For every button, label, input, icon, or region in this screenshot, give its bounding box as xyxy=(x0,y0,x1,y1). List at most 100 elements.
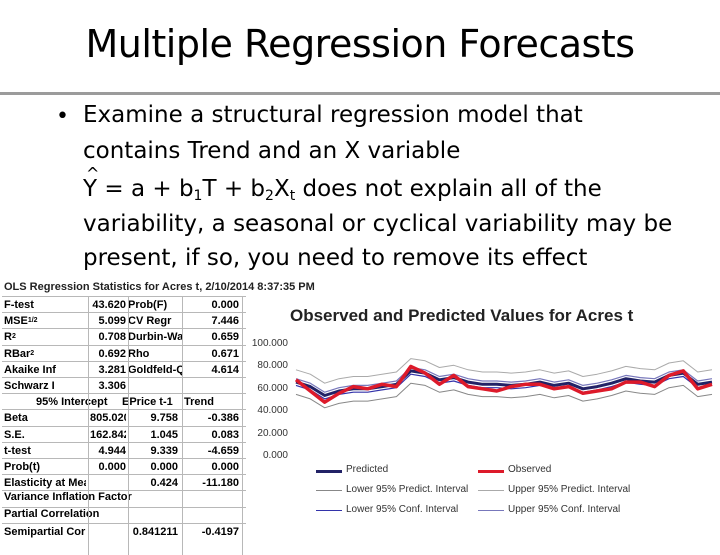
eq-sub-2: 2 xyxy=(265,188,274,204)
stat-label: F-test xyxy=(4,299,34,311)
series-line-2 xyxy=(295,382,713,409)
semipartial-eprice: 0.841211 xyxy=(132,525,178,538)
stat-label-2: Goldfeld-Q xyxy=(128,363,182,376)
grid-line xyxy=(2,458,246,459)
coef-intercept: 4.944 xyxy=(98,444,126,457)
grid-col-line xyxy=(128,296,129,555)
chart-plot xyxy=(294,358,713,409)
stat-value: 5.099 xyxy=(98,315,126,328)
grid-line xyxy=(2,490,246,492)
legend-swatch xyxy=(316,490,342,491)
coef-header-intercept: 95% Intercept xyxy=(36,396,108,409)
legend-label: Lower 95% Predict. Interval xyxy=(346,484,469,495)
stat-label-2 xyxy=(128,378,182,394)
coef-intercept: 805.020 xyxy=(90,412,126,425)
coef-intercept: 0.000 xyxy=(98,461,126,473)
coef-eprice: 0.000 xyxy=(150,461,178,473)
bullet-line-3: Y = a + b1T + b2Xt does not explain all … xyxy=(83,164,602,204)
legend-label: Lower 95% Conf. Interval xyxy=(346,504,459,515)
bullet-line-4: variability, a seasonal or cyclical vari… xyxy=(83,211,673,237)
stat-label-2: Prob(F) xyxy=(128,299,168,311)
coef-intercept: 162.842 xyxy=(90,428,126,441)
coef-eprice: 9.339 xyxy=(150,444,178,457)
grid-col-line xyxy=(242,296,243,555)
legend-swatch xyxy=(478,510,504,511)
stat-label: MSE1/2 xyxy=(4,315,38,328)
coef-label: Prob(t) xyxy=(4,461,41,473)
stat-label-sup: 2 xyxy=(30,349,35,357)
grid-line xyxy=(2,441,246,443)
y-tick-label: 80.000 xyxy=(257,360,288,372)
stat-label-2: CV Regr xyxy=(128,315,172,328)
semipartial-label: Semipartial Correla xyxy=(4,525,86,538)
stat-value-2: 4.614 xyxy=(211,363,239,376)
y-tick-label: 100.000 xyxy=(251,338,288,349)
coef-label: t-test xyxy=(4,444,31,457)
slide-title: Multiple Regression Forecasts xyxy=(85,22,635,66)
grid-line xyxy=(2,377,246,378)
legend-label: Upper 95% Conf. Interval xyxy=(508,504,621,515)
stat-value-2 xyxy=(184,378,239,394)
semipartial-trend: -0.4197 xyxy=(201,525,239,538)
legend-label: Upper 95% Predict. Interval xyxy=(508,484,631,495)
bullet-line-1: Examine a structural regression model th… xyxy=(83,102,583,128)
coef-trend: 0.083 xyxy=(211,428,239,441)
partial-corr-label: Partial Correlation xyxy=(4,507,100,520)
grid-line xyxy=(2,506,246,508)
grid-line xyxy=(2,425,246,427)
legend-swatch xyxy=(478,470,504,473)
legend-label: Predicted xyxy=(346,464,389,475)
eq-part-4: does not explain all of the xyxy=(295,176,602,202)
coef-eprice: 0.424 xyxy=(150,477,178,490)
stat-value: 3.306 xyxy=(98,380,126,392)
coef-trend: 0.000 xyxy=(211,461,239,473)
title-divider xyxy=(0,92,720,95)
y-tick-label: 60.000 xyxy=(257,382,288,394)
bullet-line-5: present, if so, you need to remove its e… xyxy=(83,245,588,271)
grid-line xyxy=(2,522,246,524)
vif-label: Variance Inflation Factor xyxy=(4,491,132,504)
forecast-chart: Observed and Predicted Values for Acres … xyxy=(244,296,720,540)
series-line-1 xyxy=(294,364,713,404)
coef-label: S.E. xyxy=(4,428,25,441)
y-tick-label: 0.000 xyxy=(262,450,288,461)
coef-eprice: 1.045 xyxy=(150,428,178,441)
regression-stats-table: OLS Regression Statistics for Acres t, 2… xyxy=(0,279,315,555)
stats-header: OLS Regression Statistics for Acres t, 2… xyxy=(4,281,315,293)
coef-eprice: 9.758 xyxy=(150,412,178,425)
grid-line xyxy=(2,312,246,314)
y-hat-symbol: Y xyxy=(83,164,99,202)
stat-value: 43.620 xyxy=(92,299,126,311)
stat-label: R2 xyxy=(4,331,16,344)
y-tick-label: 20.000 xyxy=(257,427,288,439)
stat-label-sup: 1/2 xyxy=(27,317,38,325)
legend-swatch xyxy=(316,470,342,473)
stat-value: 0.708 xyxy=(98,331,126,344)
stat-label-2: Rho xyxy=(128,347,150,360)
stat-value-2: 0.659 xyxy=(211,331,239,344)
stat-label: RBar2 xyxy=(4,347,35,360)
bullet-dot: • xyxy=(56,104,69,129)
grid-line xyxy=(2,474,246,476)
grid-line xyxy=(2,409,246,411)
y-tick-label: 40.000 xyxy=(257,405,288,417)
coef-intercept xyxy=(90,475,126,491)
eq-sub-3: t xyxy=(289,188,296,204)
grid-line xyxy=(2,328,246,330)
coef-trend: -0.386 xyxy=(207,412,239,425)
grid-line xyxy=(2,393,246,395)
stat-value-2: 0.671 xyxy=(211,347,239,360)
legend-swatch xyxy=(478,490,504,491)
stat-label: Akaike Inf xyxy=(4,363,56,376)
stat-label-sup: 2 xyxy=(11,333,16,341)
grid-col-line xyxy=(88,296,89,555)
chart-title: Observed and Predicted Values for Acres … xyxy=(290,306,634,325)
stat-label: Schwarz I xyxy=(4,380,55,392)
grid-line xyxy=(2,344,246,346)
eq-part-1: = a + b xyxy=(97,176,194,202)
grid-line xyxy=(2,360,246,362)
coef-header-eprice: EPrice t-1 xyxy=(122,396,173,409)
grid-col-line xyxy=(182,296,183,555)
stat-value-2: 7.446 xyxy=(211,315,239,328)
eq-part-3: X xyxy=(273,176,290,202)
